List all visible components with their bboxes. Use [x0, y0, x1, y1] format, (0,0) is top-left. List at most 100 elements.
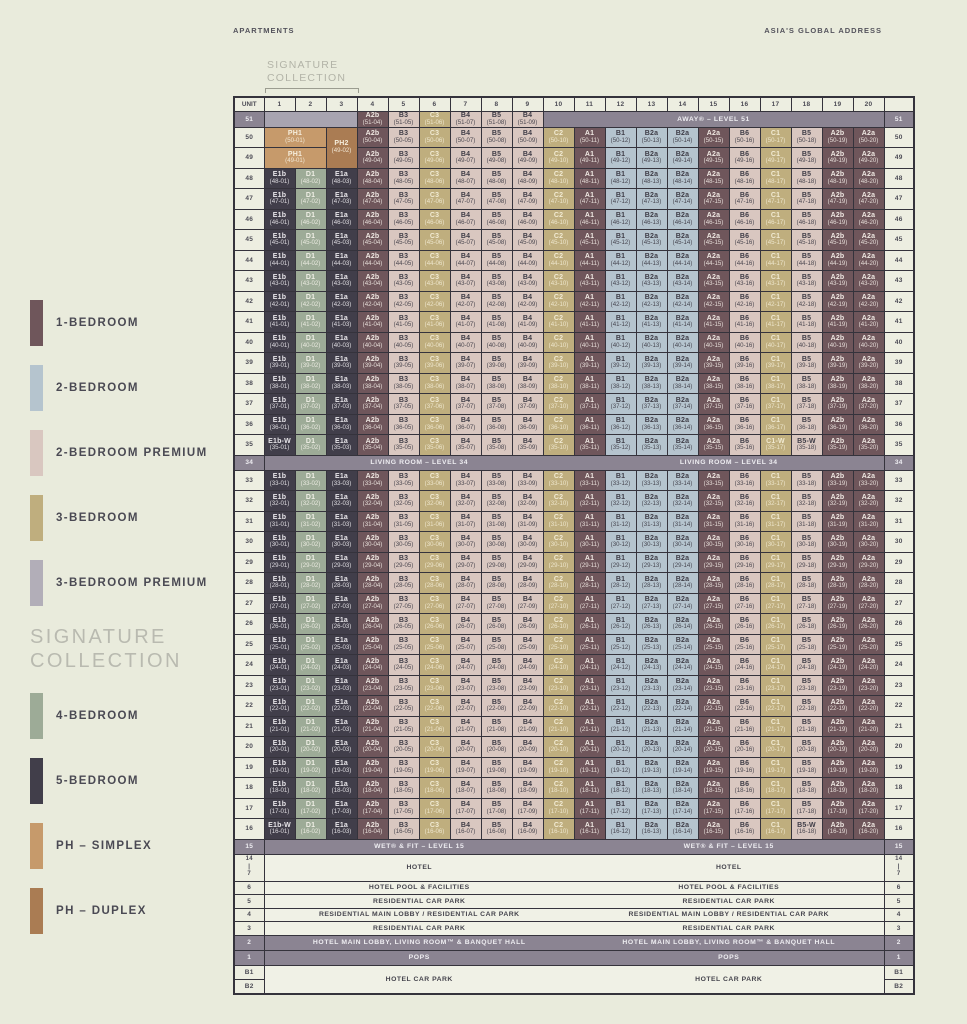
floor-row: 23 E1b (23-01) D1 (23-02) E1a (23-03) A2b (23-04… [233, 674, 915, 696]
unit-cell: B6 (18-16) [728, 777, 761, 799]
unit-cell: B2a (47-14) [666, 188, 699, 210]
unit-type: E1a [334, 596, 349, 604]
unit-cell: B4 (36-09) [511, 413, 544, 435]
unit-type: D1 [305, 739, 316, 747]
unit-cell: A2a (18-15) [697, 777, 730, 799]
unit-cell: E1b-W (16-01) [263, 818, 296, 840]
info-row: 5 RESIDENTIAL CAR PARK RESIDENTIAL CAR PAR… [233, 894, 915, 909]
unit-type: D1 [305, 637, 316, 645]
unit-number: (49-07) [455, 157, 476, 165]
unit-number: (30-14) [672, 541, 693, 549]
legend-swatch [30, 693, 43, 739]
unit-cell: A1 (21-11) [573, 715, 606, 737]
unit-type: A2b [830, 780, 845, 788]
unit-cell: E1b-W (35-01) [263, 434, 296, 456]
level-text: WET® & FIT – LEVEL 15 WET® & FIT – LEVEL … [265, 843, 883, 850]
unit-cell: B1 (28-12) [604, 572, 637, 594]
unit-number: (23-09) [517, 684, 538, 692]
unit-number: (21-07) [455, 725, 476, 733]
unit-number: (25-07) [455, 643, 476, 651]
floor-label: 51 [883, 110, 915, 128]
unit-type: B3 [398, 473, 409, 481]
unit-cell: A2b (27-19) [821, 592, 854, 614]
unit-type: C3 [429, 493, 440, 501]
unit-cell: A2b (29-04) [356, 551, 389, 573]
unit-number: (45-17) [765, 239, 786, 247]
level-use-cell: RESIDENTIAL CAR PARK RESIDENTIAL CAR PARK [263, 921, 885, 936]
unit-number: (47-05) [393, 198, 414, 206]
unit-number: (20-16) [734, 746, 755, 754]
unit-number: (40-08) [486, 341, 507, 349]
unit-cell: B2a (35-13) [635, 434, 668, 456]
unit-type: A2b [365, 396, 380, 404]
unit-number: (24-06) [424, 664, 445, 672]
unit-number: (29-20) [858, 561, 879, 569]
unit-cell: B4 (33-09) [511, 469, 544, 491]
unit-cell: B3 (19-05) [387, 756, 420, 778]
unit-type: B1 [615, 678, 626, 686]
floor-label: B1 [233, 964, 265, 980]
unit-number: (35-18) [796, 444, 817, 452]
unit-cell: B5 (44-18) [790, 249, 823, 271]
unit-type: B2a [644, 253, 659, 261]
unit-cell: A2a (41-15) [697, 311, 730, 333]
unit-type: A2a [861, 739, 876, 747]
unit-cell: E1a (42-03) [325, 290, 358, 312]
unit-type: B3 [398, 171, 409, 179]
unit-cell: A1 (25-11) [573, 633, 606, 655]
unit-cell: B5 (41-08) [480, 311, 513, 333]
unit-number: (20-03) [331, 746, 352, 754]
unit-type: C1 [770, 171, 781, 179]
unit-type: B2a [644, 130, 659, 138]
unit-number: (25-13) [641, 643, 662, 651]
floor-label: B1 [883, 964, 915, 980]
unit-type: B5 [491, 232, 502, 240]
unit-cell: B5-W (16-18) [790, 818, 823, 840]
unit-cell: B1 (17-12) [604, 797, 637, 819]
unit-type: B4 [522, 473, 533, 481]
unit-type: B5 [801, 294, 812, 302]
unit-type: B3 [398, 719, 409, 727]
floor-label: 39 [883, 352, 915, 374]
unit-type: D1 [305, 376, 316, 384]
unit-type: A2b [830, 719, 845, 727]
unit-number: (41-10) [548, 321, 569, 329]
unit-cell: B1 (16-12) [604, 818, 637, 840]
column-number: 14 [666, 96, 699, 112]
unit-number: (46-06) [424, 218, 445, 226]
unit-type: B2a [675, 273, 690, 281]
unit-number: (21-02) [300, 725, 321, 733]
unit-cell: A2b (37-19) [821, 393, 854, 415]
unit-number: (32-19) [827, 500, 848, 508]
unit-number: (28-12) [610, 582, 631, 590]
unit-cell: A2a (21-20) [852, 715, 885, 737]
unit-number: (36-18) [796, 423, 817, 431]
unit-cell: A2b (32-04) [356, 490, 389, 512]
unit-cell: B3 (43-05) [387, 270, 420, 292]
unit-type: B5-W [797, 437, 816, 445]
unit-type: A2b [365, 801, 380, 809]
unit-number: (30-03) [331, 541, 352, 549]
unit-cell: B1 (45-12) [604, 229, 637, 251]
legend-swatch [30, 758, 43, 804]
unit-type: C2 [553, 555, 564, 563]
unit-cell: E1b (29-01) [263, 551, 296, 573]
unit-type: B3 [398, 821, 409, 829]
unit-cell: C1 (23-17) [759, 674, 792, 696]
unit-type: C1 [770, 780, 781, 788]
unit-cell: A2a (49-20) [852, 147, 885, 169]
unit-type: B2a [644, 637, 659, 645]
unit-type: D1 [305, 473, 316, 481]
unit-cell: A2b (35-19) [821, 434, 854, 456]
floor-label: 22 [233, 695, 265, 717]
unit-number: (38-08) [486, 382, 507, 390]
unit-type: E1b [272, 739, 287, 747]
unit-cell: D1 (44-02) [294, 249, 327, 271]
unit-number: (35-02) [300, 444, 321, 452]
unit-number: (44-06) [424, 259, 445, 267]
unit-type: B2a [675, 314, 690, 322]
floor-row: 41 E1b (41-01) D1 (41-02) E1a (41-03) A2b (41-04… [233, 311, 915, 333]
unit-cell: B5 (42-08) [480, 290, 513, 312]
unit-cell: A2a (44-20) [852, 249, 885, 271]
